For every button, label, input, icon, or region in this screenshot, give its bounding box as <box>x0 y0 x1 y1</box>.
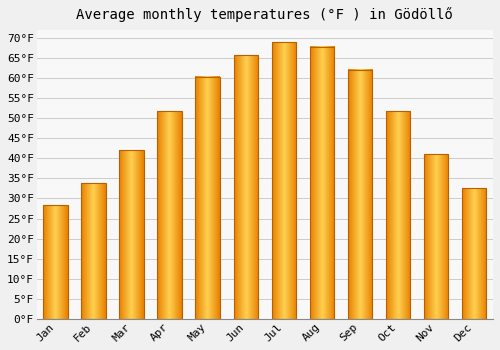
Bar <box>386 111 410 319</box>
Bar <box>44 205 68 319</box>
Bar <box>310 47 334 319</box>
Bar <box>120 150 144 319</box>
Bar <box>348 70 372 319</box>
Bar <box>82 183 106 319</box>
Title: Average monthly temperatures (°F ) in Gödöllő: Average monthly temperatures (°F ) in Gö… <box>76 7 454 22</box>
Bar <box>462 188 486 319</box>
Bar <box>424 154 448 319</box>
Bar <box>272 42 296 319</box>
Bar <box>196 77 220 319</box>
Bar <box>158 111 182 319</box>
Bar <box>234 55 258 319</box>
